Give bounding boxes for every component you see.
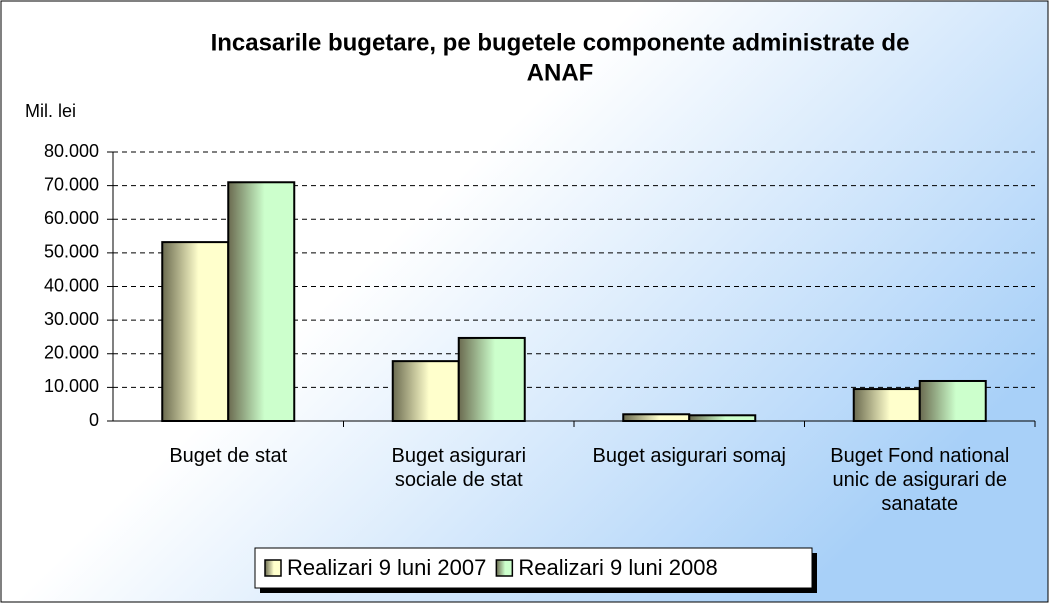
bar [622, 413, 691, 422]
chart-title: ANAF [527, 59, 594, 86]
legend-swatch [495, 559, 514, 577]
bar [391, 360, 460, 422]
y-axis-label: Mil. lei [25, 101, 76, 121]
bar [918, 379, 987, 422]
y-tick-label: 50.000 [44, 242, 99, 262]
y-tick-label: 40.000 [44, 275, 99, 295]
y-tick-label: 10.000 [44, 376, 99, 396]
legend [254, 547, 813, 589]
legend-swatch [264, 559, 282, 577]
bar [688, 414, 757, 423]
x-tick-label: Buget asigurari somaj [592, 445, 786, 467]
legend-label: Realizari 9 luni 2008 [518, 555, 717, 580]
x-tick-label: Buget Fond national unic de asigurari de… [830, 445, 1010, 515]
x-tick-label: Buget de stat [169, 445, 288, 467]
bar [227, 181, 296, 422]
y-tick-label: 0 [89, 410, 99, 430]
y-tick-label: 70.000 [44, 174, 99, 194]
y-tick-label: 60.000 [44, 208, 99, 228]
x-tick-label: Buget asigurari sociale de stat [391, 445, 527, 491]
chart-title: Incasarile bugetare, pe bugetele compone… [211, 29, 910, 56]
y-tick-label: 80.000 [44, 141, 99, 161]
legend-label: Realizari 9 luni 2007 [287, 555, 486, 580]
bar [457, 336, 526, 423]
bar [161, 241, 230, 422]
y-tick-label: 30.000 [44, 309, 99, 329]
bar [852, 388, 921, 422]
y-tick-label: 20.000 [44, 343, 99, 363]
